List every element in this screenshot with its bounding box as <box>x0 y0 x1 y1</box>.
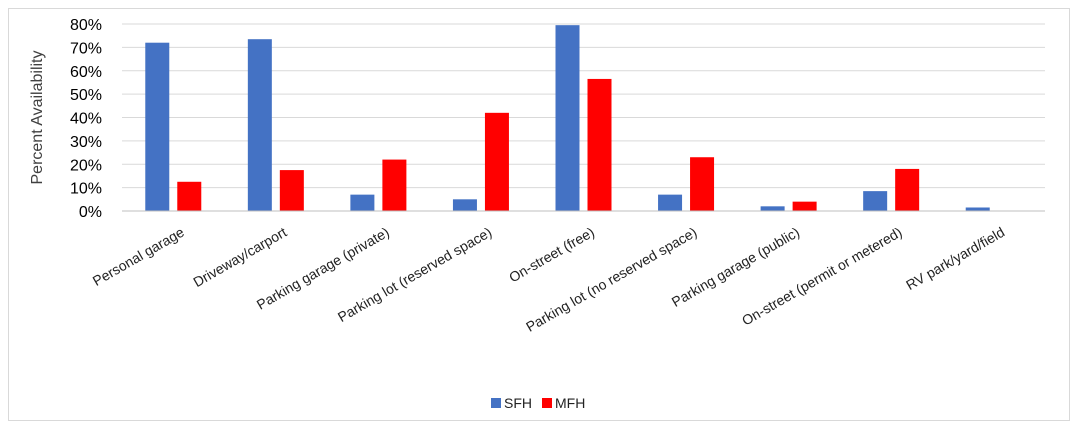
bar-sfh-parking-garage-private <box>350 194 375 211</box>
x-tick-label: Parking lot (no reserved space) <box>523 224 699 335</box>
y-tick-label: 30% <box>70 134 102 151</box>
x-tick-label: On-street (free) <box>506 224 597 286</box>
bar-sfh-personal-garage <box>145 42 170 212</box>
y-axis-ticks: 0% 10% 20% 30% 40% 50% 60% 70% 80% <box>70 17 102 221</box>
y-axis-label: Percent Availability <box>29 51 46 185</box>
legend-swatch-mfh <box>542 398 552 408</box>
bar-sfh-driveway-carport <box>247 39 272 211</box>
legend-label-mfh: MFH <box>555 395 585 411</box>
bar-sfh-parking-garage-public <box>760 206 785 211</box>
x-tick-label: On-street (permit or metered) <box>739 224 905 329</box>
y-tick-label: 50% <box>70 87 102 104</box>
legend: SFH MFH <box>491 395 585 411</box>
y-tick-label: 60% <box>70 64 102 81</box>
bar-mfh-personal-garage <box>177 181 202 211</box>
legend-label-sfh: SFH <box>504 395 532 411</box>
bar-mfh-parking-lot-reserved-space <box>484 112 509 211</box>
y-tick-label: 10% <box>70 181 102 198</box>
y-tick-label: 20% <box>70 157 102 174</box>
bar-mfh-on-street-free <box>587 78 612 212</box>
bar-sfh-parking-lot-no-reserved-space <box>658 194 683 211</box>
y-tick-label: 80% <box>70 17 102 34</box>
bar-sfh-on-street-free <box>555 25 580 212</box>
y-tick-label: 0% <box>79 204 102 221</box>
bar-sfh-parking-lot-reserved-space <box>452 199 477 211</box>
y-tick-label: 70% <box>70 40 102 57</box>
bar-mfh-driveway-carport <box>279 170 304 211</box>
bar-sfh-on-street-permit-or-metered <box>863 191 888 211</box>
bars <box>145 25 990 212</box>
x-tick-label: Driveway/carport <box>190 224 289 290</box>
bar-mfh-parking-garage-public <box>792 201 817 211</box>
bar-mfh-on-street-permit-or-metered <box>895 168 920 211</box>
y-tick-label: 40% <box>70 111 102 128</box>
chart-frame <box>8 8 1070 421</box>
x-tick-label: Personal garage <box>90 224 187 289</box>
bar-sfh-rv-park-yard-field <box>965 207 990 211</box>
gridlines <box>122 23 1045 189</box>
bar-mfh-parking-lot-no-reserved-space <box>690 157 715 211</box>
x-tick-label: RV park/yard/field <box>903 224 1007 293</box>
bar-mfh-parking-garage-private <box>382 159 407 211</box>
legend-swatch-sfh <box>491 398 501 408</box>
